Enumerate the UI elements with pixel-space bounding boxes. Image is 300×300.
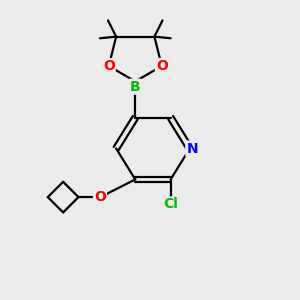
Text: O: O: [94, 190, 106, 204]
Text: Cl: Cl: [163, 197, 178, 212]
Text: B: B: [130, 80, 141, 94]
Text: O: O: [156, 59, 168, 73]
Text: N: N: [186, 142, 198, 155]
Text: O: O: [103, 59, 115, 73]
